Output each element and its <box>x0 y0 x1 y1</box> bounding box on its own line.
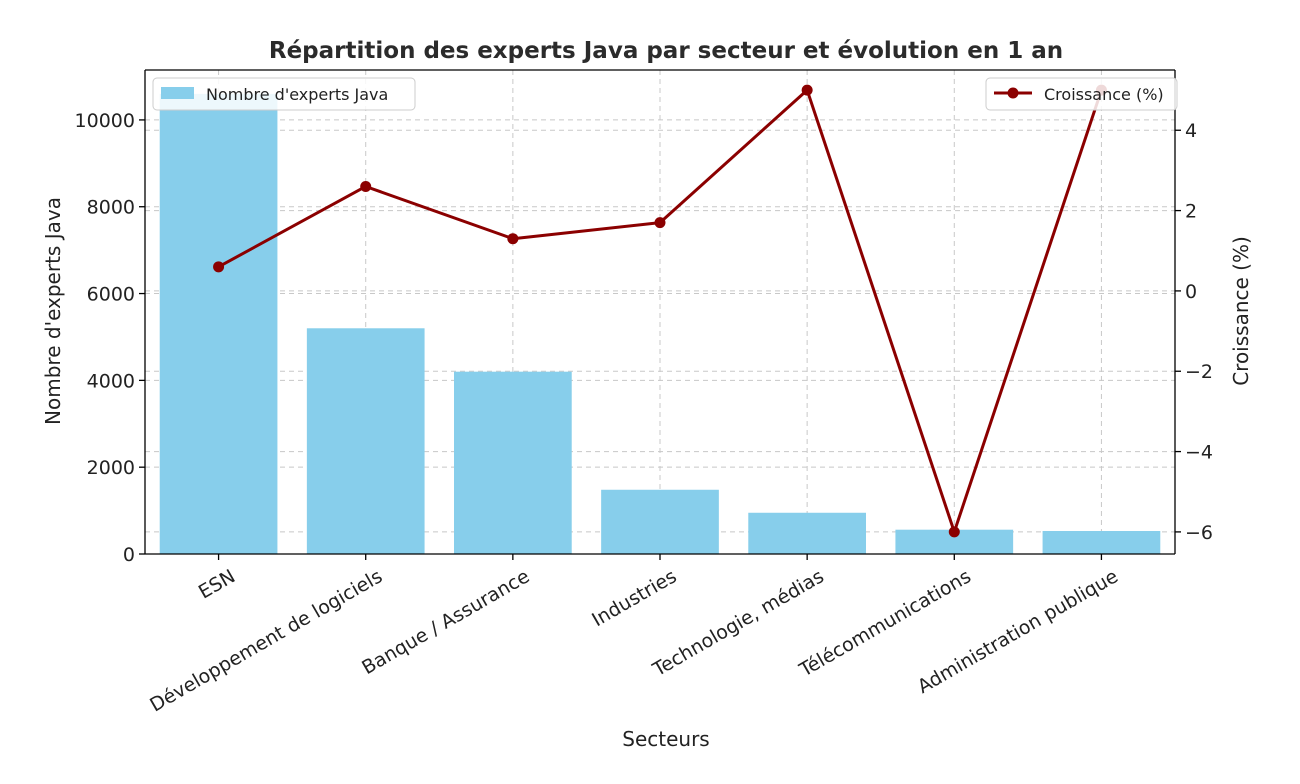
legend-line-label: Croissance (%) <box>1044 85 1164 104</box>
growth-point <box>654 217 666 229</box>
y2-tick-label: 0 <box>1185 281 1197 303</box>
y-tick-label: 8000 <box>87 197 135 219</box>
legend-left: Nombre d'experts Java <box>152 77 416 111</box>
legend-layer: Nombre d'experts Java Croissance (%) <box>152 77 1178 111</box>
legend-bar-label: Nombre d'experts Java <box>206 85 388 104</box>
legend-line-marker <box>1007 87 1019 99</box>
growth-point <box>360 180 372 192</box>
y2-tick-label: 2 <box>1185 201 1197 223</box>
bar <box>159 93 278 554</box>
legend-right: Croissance (%) <box>985 77 1178 111</box>
growth-point <box>801 84 813 96</box>
bar <box>454 371 572 554</box>
growth-point <box>507 233 519 245</box>
y-axis-title: Nombre d'experts Java <box>41 197 65 425</box>
y-tick-label: 0 <box>123 544 135 566</box>
y-tick-label: 10000 <box>75 110 135 132</box>
y-tick-label: 4000 <box>87 370 135 392</box>
y2-tick-label: −4 <box>1185 442 1213 464</box>
bar <box>1042 530 1161 554</box>
legend-right-box <box>985 77 1178 111</box>
legend-left-box <box>152 77 416 111</box>
legend-bar-swatch <box>161 87 194 99</box>
bar <box>306 328 425 554</box>
growth-point <box>213 261 225 273</box>
y2-tick-label: −6 <box>1185 522 1213 544</box>
y-tick-label: 6000 <box>87 284 135 306</box>
chart-title: Répartition des experts Java par secteur… <box>269 38 1063 64</box>
grid-layer <box>145 70 1175 555</box>
bar-layer <box>159 93 1161 554</box>
bar <box>748 512 866 554</box>
x-tick-label: ESN <box>195 565 239 603</box>
bar <box>601 489 719 554</box>
x-axis-title: Secteurs <box>622 727 709 751</box>
growth-point <box>948 526 960 538</box>
y2-tick-label: 4 <box>1185 120 1197 142</box>
y2-axis-title: Croissance (%) <box>1229 236 1253 386</box>
x-tick-label: Développement de logiciels <box>146 565 386 716</box>
y-tick-label: 2000 <box>87 457 135 479</box>
y2-tick-label: −2 <box>1185 361 1213 383</box>
x-tick-label: Industries <box>588 565 680 631</box>
